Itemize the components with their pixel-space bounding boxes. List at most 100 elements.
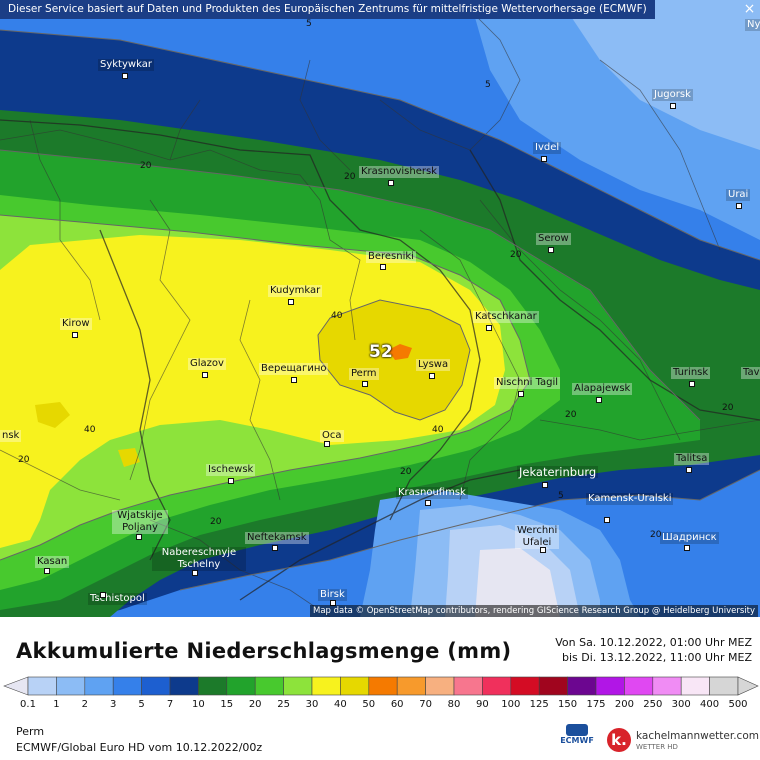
city-dot [100, 592, 106, 598]
city-label: Syktywkar [98, 59, 154, 71]
city-dot [540, 547, 546, 553]
city-dot [72, 332, 78, 338]
city-dot [604, 517, 610, 523]
model-info: ECMWF/Global Euro HD vom 10.12.2022/00z [16, 741, 263, 754]
scale-label: 500 [728, 699, 748, 710]
scale-label: 80 [447, 699, 461, 710]
brand-name: kachelmannwetter.com [636, 730, 759, 742]
precipitation-map[interactable]: Dieser Service basiert auf Daten und Pro… [0, 0, 760, 617]
city-label: Ischewsk [206, 464, 256, 476]
city-label: Krasnovishersk [359, 166, 439, 178]
scale-label: 150 [558, 699, 578, 710]
map-attribution[interactable]: Map data © OpenStreetMap contributors, r… [310, 605, 758, 617]
scale-swatch [340, 676, 370, 696]
scale-arrow-left [3, 676, 29, 696]
city-label: Ivdel [533, 142, 562, 154]
city-label: Alapajewsk [572, 383, 633, 395]
scale-swatch [709, 676, 739, 696]
kachelmann-brand[interactable]: kachelmannwetter.com WETTER HD [636, 731, 759, 753]
city-dot [44, 568, 50, 574]
period-from: Von Sa. 10.12.2022, 01:00 Uhr MEZ [555, 636, 752, 649]
city-dot [518, 391, 524, 397]
city-label: Perm [349, 368, 379, 380]
city-dot [192, 570, 198, 576]
scale-label: 90 [476, 699, 489, 710]
max-precip-value: 52 [369, 342, 393, 362]
scale-swatch [482, 676, 512, 696]
city-label: Neftekamsk [245, 532, 309, 544]
city-label: Oca [320, 430, 344, 442]
scale-swatch [226, 676, 256, 696]
location-label: Perm [16, 725, 45, 738]
scale-label: 400 [700, 699, 720, 710]
city-label: Lyswa [416, 359, 451, 371]
scale-label: 3 [110, 699, 117, 710]
ecmwf-logo-text: ECMWF [560, 736, 594, 745]
city-dot [689, 381, 695, 387]
scale-swatch [538, 676, 568, 696]
city-dot [272, 545, 278, 551]
contour-label: 20 [722, 403, 734, 413]
scale-label: 30 [305, 699, 319, 710]
city-label: Katschkanar [473, 311, 539, 323]
ecmwf-logo-icon [566, 724, 588, 736]
forecast-period: Von Sa. 10.12.2022, 01:00 Uhr MEZ bis Di… [555, 635, 752, 665]
close-icon[interactable]: × [743, 1, 756, 17]
city-dot [686, 467, 692, 473]
city-dot [202, 372, 208, 378]
contour-label: 5 [485, 80, 491, 90]
city-label: Werchni Ufalei [515, 525, 559, 549]
legend-panel: Akkumulierte Niederschlagsmenge (mm) Von… [0, 617, 760, 760]
city-label: Beresniki [366, 251, 416, 263]
scale-swatch [425, 676, 455, 696]
city-label: Kamensk-Uralski [586, 493, 674, 505]
scale-swatch [169, 676, 199, 696]
contour-label: 40 [331, 311, 343, 321]
scale-label: 70 [419, 699, 432, 710]
scale-label: 40 [334, 699, 347, 710]
scale-label: 15 [220, 699, 234, 710]
period-to: bis Di. 13.12.2022, 11:00 Uhr MEZ [562, 651, 752, 664]
city-label: Jekaterinburg [517, 465, 599, 479]
scale-swatch [396, 676, 426, 696]
brand-subtitle: WETTER HD [636, 743, 678, 751]
ecmwf-logo[interactable]: ECMWF [560, 724, 594, 745]
scale-label: 200 [614, 699, 634, 710]
scale-swatch [595, 676, 625, 696]
scale-label: 50 [362, 699, 376, 710]
kachelmann-logo-icon[interactable]: k. [607, 728, 631, 752]
contour-label: 40 [432, 425, 444, 435]
city-label: Kudymkar [268, 285, 323, 297]
scale-swatch [27, 676, 57, 696]
contour-label: 20 [140, 161, 152, 171]
scale-label: 125 [529, 699, 549, 710]
city-dot [388, 180, 394, 186]
contour-label: 20 [400, 467, 412, 477]
city-label: Kasan [35, 556, 70, 568]
contour-label: 20 [18, 455, 30, 465]
scale-swatch [141, 676, 171, 696]
city-dot [429, 373, 435, 379]
scale-label: 60 [390, 699, 404, 710]
color-scale-bar [3, 676, 759, 696]
city-label: Glazov [188, 358, 226, 370]
city-label: Tschistopol [88, 593, 147, 605]
contour-label: 20 [344, 172, 356, 182]
scale-label: 7 [166, 699, 174, 710]
contour-label: 20 [650, 530, 662, 540]
city-label: Nischni Tagil [494, 377, 561, 389]
city-label: Talitsa [674, 453, 710, 465]
scale-label: 300 [671, 699, 691, 710]
city-dot [548, 247, 554, 253]
city-label: Jugorsk [652, 89, 693, 101]
scale-swatch [624, 676, 654, 696]
scale-label: 20 [248, 699, 262, 710]
city-label: Urai [726, 189, 751, 201]
map-canvas[interactable] [0, 0, 760, 617]
city-label: Serow [536, 233, 571, 245]
city-label: Верещагино [259, 363, 329, 375]
scale-label: 2 [81, 699, 88, 710]
city-dot [486, 325, 492, 331]
city-label: Birsk [318, 589, 347, 601]
city-dot [736, 203, 742, 209]
